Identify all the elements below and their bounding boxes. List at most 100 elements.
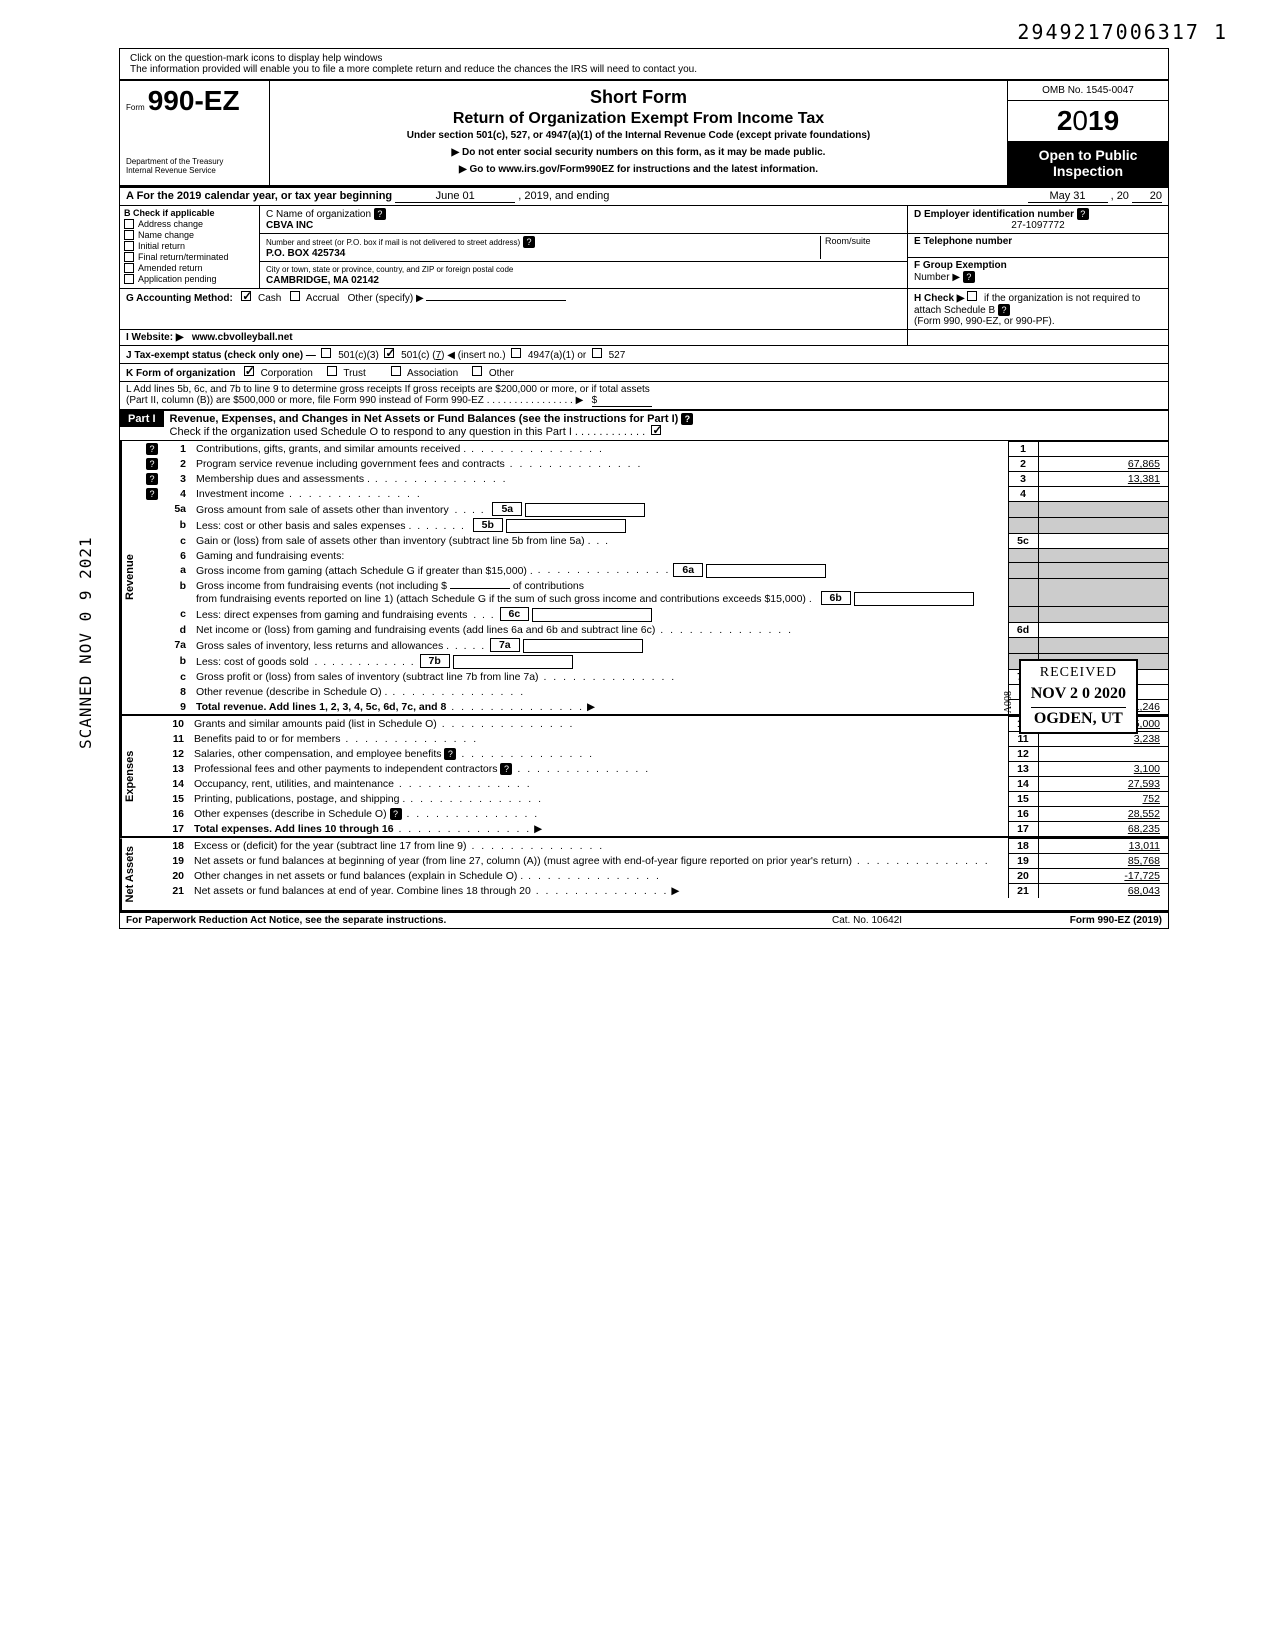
footer-right: Form 990-EZ (2019) — [982, 915, 1162, 926]
help-icon[interactable]: ? — [963, 271, 975, 283]
check-other[interactable] — [472, 366, 482, 376]
line-16: 16Other expenses (describe in Schedule O… — [142, 807, 1168, 822]
row-h-label: H Check ▶ — [914, 293, 964, 304]
line-7c: cGross profit or (loss) from sales of in… — [142, 670, 1168, 685]
help-icon[interactable]: ? — [374, 208, 386, 220]
help-icon[interactable]: ? — [523, 236, 535, 248]
check-cash[interactable] — [241, 291, 251, 301]
part-1-title: Revenue, Expenses, and Changes in Net As… — [170, 413, 679, 425]
help-icon[interactable]: ? — [998, 304, 1010, 316]
line-21: 21Net assets or fund balances at end of … — [142, 884, 1168, 899]
part-1-label: Part I — [120, 411, 164, 427]
row-h-sub: (Form 990, 990-EZ, or 990-PF). — [914, 316, 1055, 327]
help-icon[interactable]: ? — [444, 748, 456, 760]
check-name-change[interactable]: Name change — [124, 230, 255, 240]
row-l-line1: L Add lines 5b, 6c, and 7b to line 9 to … — [126, 384, 650, 395]
help-text: Click on the question-mark icons to disp… — [120, 49, 1168, 79]
check-501c3[interactable] — [321, 348, 331, 358]
section-a: A For the 2019 calendar year, or tax yea… — [120, 187, 1168, 206]
open-to-public: Open to Public Inspection — [1008, 141, 1168, 185]
footer-left: For Paperwork Reduction Act Notice, see … — [126, 915, 832, 926]
org-city: CAMBRIDGE, MA 02142 — [266, 275, 379, 286]
footer-mid: Cat. No. 10642I — [832, 915, 982, 926]
line-13: 13Professional fees and other payments t… — [142, 762, 1168, 777]
help-icon[interactable]: ? — [681, 413, 693, 425]
line-11: 11Benefits paid to or for members113,238 — [142, 732, 1168, 747]
short-form-title: Short Form — [276, 87, 1001, 108]
section-f-sub: Number ▶ — [914, 272, 960, 283]
dept-irs: Internal Revenue Service — [126, 166, 216, 175]
row-i: I Website: ▶ www.cbvolleyball.net — [120, 330, 1168, 346]
row-j: J Tax-exempt status (check only one) — 5… — [120, 346, 1168, 364]
line-4: ?4Investment income4 — [142, 487, 1168, 502]
revenue-table: ?1Contributions, gifts, grants, and simi… — [142, 441, 1168, 714]
check-pending[interactable]: Application pending — [124, 274, 255, 284]
help-icon[interactable]: ? — [146, 443, 158, 455]
check-assoc[interactable] — [391, 366, 401, 376]
document-id: 2949217006317 1 — [20, 20, 1268, 44]
check-final-return[interactable]: Final return/terminated — [124, 252, 255, 262]
check-schedule-o[interactable] — [651, 425, 661, 435]
line-12: 12Salaries, other compensation, and empl… — [142, 747, 1168, 762]
omb-box: OMB No. 1545-0047 2019 Open to Public In… — [1008, 81, 1168, 185]
received-date: NOV 2 0 2020 — [1031, 685, 1126, 703]
arrow-line-2: ▶ Go to www.irs.gov/Form990EZ for instru… — [276, 164, 1001, 175]
section-e-label: E Telephone number — [914, 236, 1012, 247]
street-label: Number and street (or P.O. box if mail i… — [266, 238, 520, 247]
gross-receipts-amt: $ — [592, 395, 652, 407]
line-1: ?1Contributions, gifts, grants, and simi… — [142, 442, 1168, 457]
received-label: RECEIVED — [1031, 665, 1126, 681]
revenue-label: Revenue — [120, 441, 142, 714]
check-corp[interactable] — [244, 366, 254, 376]
section-a-label: A For the 2019 calendar year, or tax yea… — [126, 190, 392, 202]
form-header: Form 990-EZ Department of the Treasury I… — [120, 79, 1168, 187]
line-10: 10Grants and similar amounts paid (list … — [142, 717, 1168, 732]
help-icon[interactable]: ? — [146, 473, 158, 485]
line-5b: bLess: cost or other basis and sales exp… — [142, 518, 1168, 534]
help-line2: The information provided will enable you… — [130, 64, 697, 75]
form-label-box: Form 990-EZ Department of the Treasury I… — [120, 81, 270, 185]
line-6: 6Gaming and fundraising events: — [142, 549, 1168, 563]
line-14: 14Occupancy, rent, utilities, and mainte… — [142, 777, 1168, 792]
revenue-section: Revenue ?1Contributions, gifts, grants, … — [120, 441, 1168, 716]
check-trust[interactable] — [327, 366, 337, 376]
row-g-i: G Accounting Method: Cash Accrual Other … — [120, 289, 1168, 330]
help-icon[interactable]: ? — [390, 808, 402, 820]
header-main: Short Form Return of Organization Exempt… — [270, 81, 1008, 185]
tax-year-end-month: May 31 — [1028, 190, 1108, 203]
check-address-change[interactable]: Address change — [124, 219, 255, 229]
form-prefix: Form — [126, 103, 145, 112]
line-8: 8Other revenue (describe in Schedule O) … — [142, 685, 1168, 700]
check-501c[interactable] — [384, 348, 394, 358]
entity-block: B Check if applicable Address change Nam… — [120, 206, 1168, 289]
help-icon[interactable]: ? — [1077, 208, 1089, 220]
net-assets-table: 18Excess or (deficit) for the year (subt… — [142, 838, 1168, 898]
form-number: 990-EZ — [148, 85, 240, 116]
line-19: 19Net assets or fund balances at beginni… — [142, 854, 1168, 869]
check-initial-return[interactable]: Initial return — [124, 241, 255, 251]
help-icon[interactable]: ? — [146, 458, 158, 470]
check-527[interactable] — [592, 348, 602, 358]
section-de: D Employer identification number ? 27-10… — [908, 206, 1168, 288]
line-7a: 7aGross sales of inventory, less returns… — [142, 638, 1168, 654]
check-h[interactable] — [967, 291, 977, 301]
footer: For Paperwork Reduction Act Notice, see … — [120, 912, 1168, 928]
check-amended[interactable]: Amended return — [124, 263, 255, 273]
part-1-header: Part I Revenue, Expenses, and Changes in… — [120, 409, 1168, 441]
stamp-code: A008 — [1003, 691, 1014, 713]
row-j-label: J Tax-exempt status (check only one) — — [126, 350, 316, 361]
line-6d: dNet income or (loss) from gaming and fu… — [142, 623, 1168, 638]
check-4947[interactable] — [511, 348, 521, 358]
section-a-mid: , 2019, and ending — [518, 190, 609, 202]
received-stamp: A008 RECEIVED NOV 2 0 2020 OGDEN, UT — [1019, 659, 1138, 734]
row-l-line2: (Part II, column (B)) are $500,000 or mo… — [126, 395, 583, 406]
line-6c: cLess: direct expenses from gaming and f… — [142, 607, 1168, 623]
check-accrual[interactable] — [290, 291, 300, 301]
expenses-table: 10Grants and similar amounts paid (list … — [142, 716, 1168, 836]
help-icon[interactable]: ? — [500, 763, 512, 775]
help-icon[interactable]: ? — [146, 488, 158, 500]
form-page: SCANNED NOV 0 9 2021 Click on the questi… — [119, 48, 1169, 929]
line-9: 9Total revenue. Add lines 1, 2, 3, 4, 5c… — [142, 700, 1168, 715]
line-18: 18Excess or (deficit) for the year (subt… — [142, 839, 1168, 854]
line-15: 15Printing, publications, postage, and s… — [142, 792, 1168, 807]
